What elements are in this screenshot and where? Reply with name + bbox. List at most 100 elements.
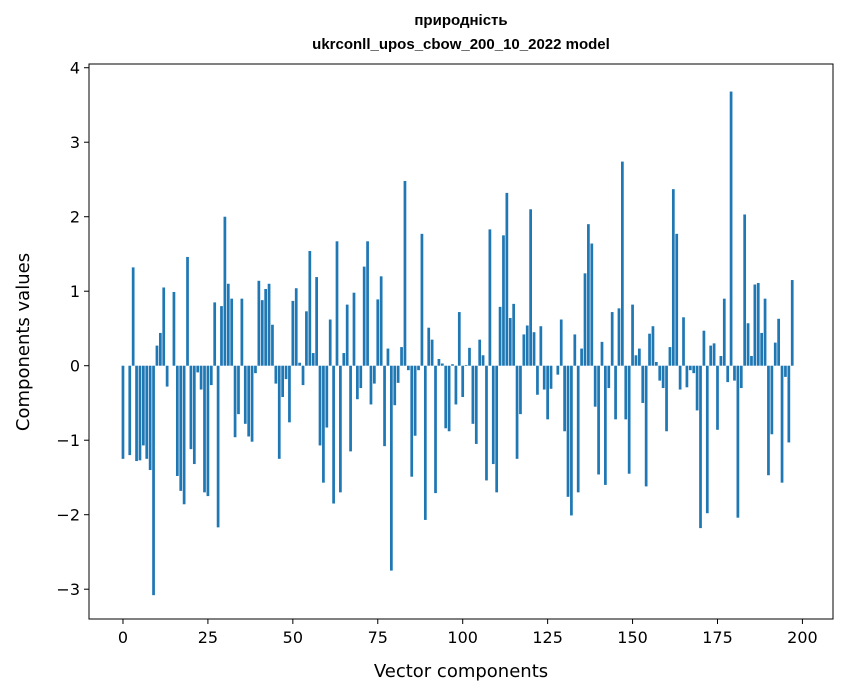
x-tick-label: 75 xyxy=(368,628,388,647)
bar-113 xyxy=(505,192,509,366)
bar-180 xyxy=(733,365,736,381)
y-tick-label: 0 xyxy=(70,357,80,376)
bar-90 xyxy=(427,327,431,366)
bar-168 xyxy=(692,365,696,374)
bar-32 xyxy=(230,298,234,366)
bar-0 xyxy=(121,365,125,459)
bar-42 xyxy=(264,288,268,366)
bar-25 xyxy=(206,365,210,497)
bar-62 xyxy=(332,365,335,504)
bar-83 xyxy=(403,180,407,366)
bar-41 xyxy=(260,300,264,366)
bar-43 xyxy=(267,283,271,366)
bar-2 xyxy=(128,365,132,456)
y-tick-label: 1 xyxy=(70,282,80,301)
bar-122 xyxy=(536,365,539,395)
bar-100 xyxy=(461,365,465,397)
bar-158 xyxy=(658,365,662,381)
bar-147 xyxy=(621,161,624,366)
bar-59 xyxy=(322,365,325,483)
bar-84 xyxy=(406,365,410,371)
bar-58 xyxy=(318,365,322,446)
bar-190 xyxy=(767,365,770,476)
bar-117 xyxy=(519,365,522,415)
bar-108 xyxy=(488,229,492,366)
bar-123 xyxy=(539,326,543,366)
bar-114 xyxy=(508,318,512,366)
bar-73 xyxy=(369,365,373,405)
bar-10 xyxy=(155,345,159,366)
bar-11 xyxy=(158,332,162,366)
bar-45 xyxy=(274,365,278,384)
bar-15 xyxy=(172,291,176,366)
bar-57 xyxy=(315,277,318,366)
bar-194 xyxy=(780,365,784,483)
bar-6 xyxy=(142,365,145,446)
x-ticks-group: 0 25 50 75 100 125 150 175 200 xyxy=(118,619,818,647)
bar-124 xyxy=(542,365,546,390)
bar-97 xyxy=(451,364,454,366)
bar-33 xyxy=(233,365,237,438)
bar-37 xyxy=(247,365,251,437)
bar-170 xyxy=(699,365,702,529)
bar-151 xyxy=(634,355,638,366)
bar-154 xyxy=(644,365,648,487)
bar-130 xyxy=(563,365,566,432)
bar-182 xyxy=(739,365,743,389)
bar-80 xyxy=(393,365,397,406)
bar-106 xyxy=(481,355,485,366)
bar-142 xyxy=(604,365,607,485)
y-ticks-group: 4 3 2 1 0 −1 −2 −3 xyxy=(56,59,89,599)
bar-23 xyxy=(199,365,203,390)
bar-40 xyxy=(257,280,261,366)
y-tick-label: 4 xyxy=(70,59,80,78)
bar-165 xyxy=(682,317,685,366)
bar-21 xyxy=(192,365,196,465)
bar-172 xyxy=(705,365,709,514)
bar-4 xyxy=(135,365,138,462)
bar-128 xyxy=(556,365,560,375)
bar-54 xyxy=(305,311,308,366)
bar-125 xyxy=(546,365,549,420)
x-tick-label: 50 xyxy=(283,628,303,647)
bars-group xyxy=(121,91,794,596)
bar-132 xyxy=(570,365,573,516)
bar-187 xyxy=(756,283,760,366)
bar-69 xyxy=(356,365,359,400)
bar-92 xyxy=(434,365,437,494)
bar-61 xyxy=(328,319,332,366)
bar-161 xyxy=(668,347,672,366)
bar-95 xyxy=(444,365,448,429)
bar-9 xyxy=(152,365,155,596)
y-axis-label: Components values xyxy=(13,253,34,431)
bar-143 xyxy=(607,365,611,389)
bar-77 xyxy=(383,365,386,447)
bar-109 xyxy=(491,365,495,465)
bar-177 xyxy=(722,298,726,366)
y-tick-label: 2 xyxy=(70,208,80,227)
bar-13 xyxy=(165,365,169,387)
bar-188 xyxy=(760,332,764,366)
bar-184 xyxy=(746,323,750,366)
bar-191 xyxy=(770,365,774,435)
bar-189 xyxy=(763,298,767,366)
bar-167 xyxy=(688,365,692,371)
x-tick-label: 0 xyxy=(118,628,128,647)
y-tick-label: 3 xyxy=(70,133,80,152)
bar-156 xyxy=(651,326,655,366)
bar-146 xyxy=(617,308,621,366)
bar-96 xyxy=(447,365,451,432)
bar-115 xyxy=(512,303,516,366)
bar-46 xyxy=(277,365,281,459)
bar-103 xyxy=(471,365,475,424)
bar-169 xyxy=(695,365,699,411)
bar-139 xyxy=(593,365,597,407)
bar-126 xyxy=(549,365,553,389)
bar-56 xyxy=(311,353,315,366)
bar-82 xyxy=(400,347,403,366)
bar-36 xyxy=(243,365,247,424)
bar-185 xyxy=(750,356,753,366)
bar-186 xyxy=(753,284,757,366)
